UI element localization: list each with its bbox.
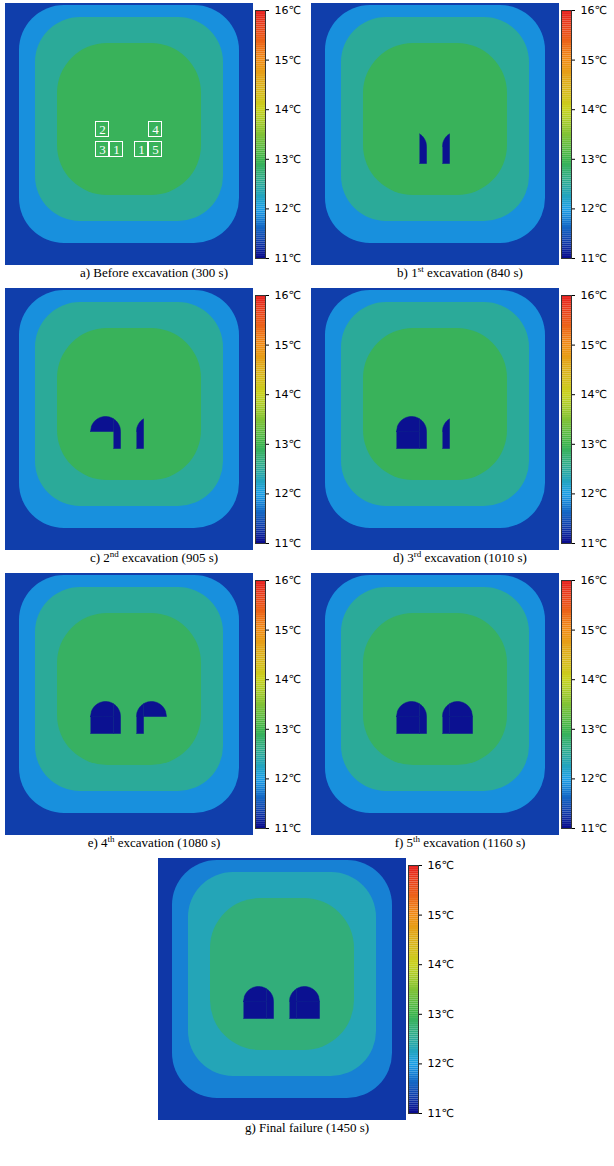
svg-text:14℃: 14℃ — [581, 103, 607, 116]
svg-text:15℃: 15℃ — [275, 339, 301, 352]
svg-text:2: 2 — [99, 122, 106, 137]
svg-text:11℃: 11℃ — [275, 822, 301, 835]
svg-text:15℃: 15℃ — [275, 624, 301, 637]
svg-text:13℃: 13℃ — [581, 438, 607, 451]
svg-text:13℃: 13℃ — [275, 438, 301, 451]
svg-text:16℃: 16℃ — [581, 4, 607, 17]
svg-text:14℃: 14℃ — [275, 103, 301, 116]
svg-text:14℃: 14℃ — [275, 673, 301, 686]
svg-text:15℃: 15℃ — [581, 339, 607, 352]
svg-text:1: 1 — [138, 142, 145, 157]
svg-text:12℃: 12℃ — [428, 1057, 454, 1070]
svg-text:15℃: 15℃ — [275, 54, 301, 67]
svg-text:4: 4 — [152, 122, 159, 137]
html-text:e) 4thexcavation (1080 s): e) 4thexcavation (1080 s) — [87, 833, 221, 850]
svg-text:14℃: 14℃ — [275, 388, 301, 401]
svg-text:16℃: 16℃ — [581, 289, 607, 302]
svg-text:12℃: 12℃ — [275, 487, 301, 500]
svg-text:13℃: 13℃ — [581, 723, 607, 736]
svg-text:11℃: 11℃ — [275, 537, 301, 550]
svg-text:12℃: 12℃ — [581, 772, 607, 785]
svg-text:16℃: 16℃ — [581, 574, 607, 587]
html-text:a) Before excavation (300 s): a) Before excavation (300 s) — [80, 265, 228, 280]
svg-text:11℃: 11℃ — [428, 1107, 454, 1120]
svg-text:16℃: 16℃ — [275, 289, 301, 302]
svg-text:11℃: 11℃ — [581, 252, 607, 265]
html-text:b) 1stexcavation (840 s): b) 1stexcavation (840 s) — [397, 263, 523, 280]
svg-text:12℃: 12℃ — [275, 202, 301, 215]
svg-text:14℃: 14℃ — [428, 958, 454, 971]
svg-text:15℃: 15℃ — [581, 54, 607, 67]
svg-text:12℃: 12℃ — [275, 772, 301, 785]
svg-text:11℃: 11℃ — [581, 537, 607, 550]
svg-text:13℃: 13℃ — [275, 153, 301, 166]
svg-text:11℃: 11℃ — [275, 252, 301, 265]
html-text:g) Final failure (1450 s): g) Final failure (1450 s) — [244, 1120, 370, 1135]
html-text:f) 5thexcavation (1160 s): f) 5thexcavation (1160 s) — [394, 833, 526, 850]
svg-text:14℃: 14℃ — [581, 673, 607, 686]
svg-text:15℃: 15℃ — [581, 624, 607, 637]
svg-text:12℃: 12℃ — [581, 487, 607, 500]
svg-text:13℃: 13℃ — [428, 1008, 454, 1021]
svg-text:11℃: 11℃ — [581, 822, 607, 835]
svg-text:14℃: 14℃ — [581, 388, 607, 401]
svg-text:16℃: 16℃ — [428, 859, 454, 872]
svg-text:13℃: 13℃ — [581, 153, 607, 166]
svg-text:5: 5 — [152, 142, 159, 157]
svg-text:16℃: 16℃ — [275, 4, 301, 17]
svg-text:13℃: 13℃ — [275, 723, 301, 736]
html-text:c) 2ndexcavation (905 s): c) 2ndexcavation (905 s) — [89, 548, 219, 565]
html-text:d) 3rdexcavation (1010 s): d) 3rdexcavation (1010 s) — [393, 548, 527, 565]
svg-text:12℃: 12℃ — [581, 202, 607, 215]
svg-text:15℃: 15℃ — [428, 909, 454, 922]
svg-text:3: 3 — [99, 142, 106, 157]
svg-text:1: 1 — [113, 142, 120, 157]
svg-text:16℃: 16℃ — [275, 574, 301, 587]
